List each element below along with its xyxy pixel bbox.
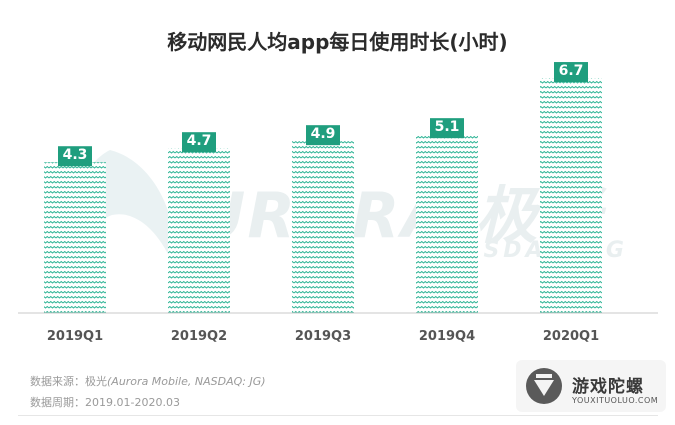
value-label-box — [554, 62, 588, 83]
chart-title: 移动网民人均app每日使用时长(小时) — [167, 30, 508, 54]
x-tick-label: 2019Q4 — [419, 329, 475, 344]
logo-url: YOUXITUOLUO.COM — [572, 396, 659, 405]
value-label-box — [306, 125, 340, 146]
data-label: 5.1 — [435, 119, 460, 135]
x-tick-label: 2020Q1 — [543, 329, 599, 344]
bar — [416, 134, 478, 313]
value-label-box — [182, 132, 216, 153]
x-tick-label: 2019Q2 — [171, 329, 227, 344]
data-period-line: 数据周期：2019.01-2020.03 — [30, 396, 180, 409]
value-label-box — [58, 146, 92, 167]
watermark-text: URORA 极光 — [195, 179, 604, 252]
bar — [44, 162, 106, 313]
x-tick-label: 2019Q3 — [295, 329, 351, 344]
data-source-english: (Aurora Mobile, NASDAQ: JG) — [107, 375, 266, 388]
data-source-text: 数据来源：极光 — [30, 375, 107, 388]
bar — [168, 148, 230, 313]
data-label: 6.7 — [559, 63, 584, 79]
data-label: 4.3 — [63, 147, 88, 163]
data-label: 4.7 — [187, 133, 212, 149]
bottom-divider — [18, 415, 658, 416]
x-tick-label: 2019Q1 — [47, 329, 103, 344]
youxituoluo-logo-icon — [516, 360, 666, 412]
bar — [292, 141, 354, 313]
data-source-line: 数据来源：极光(Aurora Mobile, NASDAQ: JG) — [30, 373, 266, 389]
value-label-box — [430, 118, 464, 139]
data-label: 4.9 — [311, 126, 336, 142]
bar — [540, 78, 602, 313]
logo-name: 游戏陀螺 — [572, 377, 644, 397]
